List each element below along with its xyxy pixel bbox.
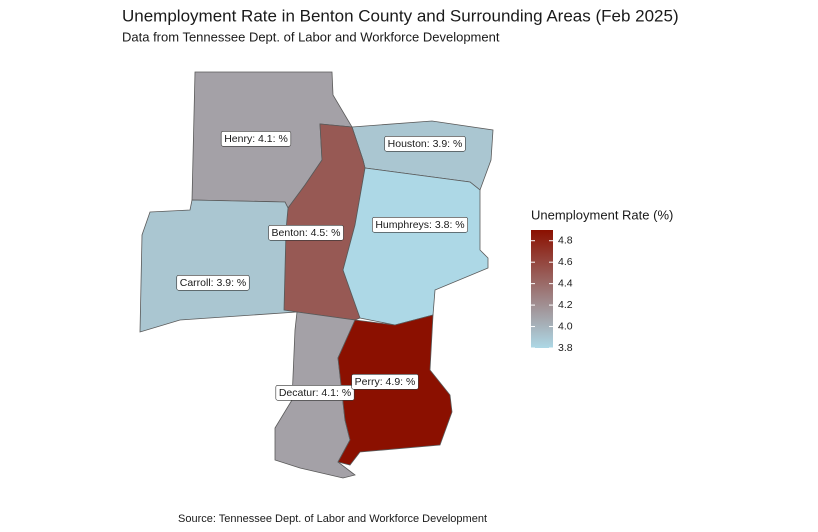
label-text: Decatur: 4.1: % xyxy=(279,387,351,399)
legend-title: Unemployment Rate (%) xyxy=(531,207,673,222)
label-text: Perry: 4.9: % xyxy=(355,376,416,388)
county-label: Decatur: 4.1: % xyxy=(275,384,355,401)
legend-tick-label: 4.6 xyxy=(558,256,573,268)
legend-tick-label: 3.8 xyxy=(558,342,573,354)
county-labels: Henry: 4.1: % Houston: 3.9: % Benton: 4.5:… xyxy=(176,130,468,401)
legend-tick-label: 4.4 xyxy=(558,277,573,289)
subtitle: Data from Tennessee Dept. of Labor and W… xyxy=(122,29,500,44)
label-text: Benton: 4.5: % xyxy=(272,227,341,239)
title: Unemployment Rate in Benton County and S… xyxy=(122,6,679,25)
label-box xyxy=(176,274,250,291)
label-text: Henry: 4.1: % xyxy=(224,133,288,145)
county-label: Houston: 3.9: % xyxy=(384,135,466,152)
label-text: Carroll: 3.9: % xyxy=(180,277,247,289)
counties xyxy=(139,71,494,479)
county xyxy=(337,314,453,466)
county-label: Humphreys: 3.8: % xyxy=(372,216,468,233)
label-text: Humphreys: 3.8: % xyxy=(375,219,464,231)
county xyxy=(139,199,298,333)
label-box xyxy=(268,224,344,241)
caption: Source: Tennessee Dept. of Labor and Wor… xyxy=(178,513,487,525)
label-box xyxy=(351,373,419,390)
county-label: Carroll: 3.9: % xyxy=(176,274,250,291)
label-text: Houston: 3.9: % xyxy=(388,138,463,150)
legend-tick-label: 4.8 xyxy=(558,235,573,247)
label-box xyxy=(275,384,355,401)
legend-tick-label: 4.0 xyxy=(558,320,573,332)
county xyxy=(342,167,489,326)
label-box xyxy=(372,216,468,233)
county-label: Perry: 4.9: % xyxy=(351,373,419,390)
legend-tick-label: 4.2 xyxy=(558,299,573,311)
label-box xyxy=(384,135,466,152)
county-label: Henry: 4.1: % xyxy=(220,130,292,147)
label-box xyxy=(220,130,292,147)
legend-bar xyxy=(531,230,553,348)
county-label: Benton: 4.5: % xyxy=(268,224,344,241)
